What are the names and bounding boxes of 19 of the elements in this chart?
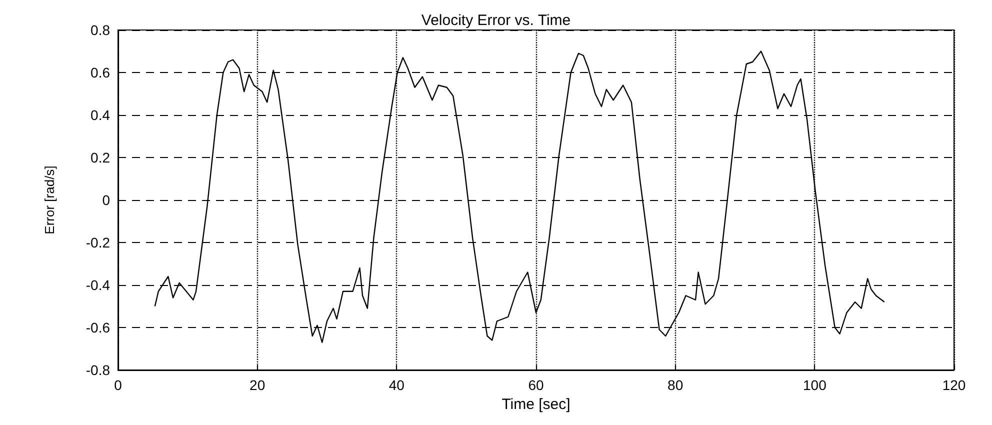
x-tick-label: 0	[114, 377, 122, 393]
y-tick-label: -0.6	[86, 320, 110, 336]
x-tick-label: 120	[942, 377, 966, 393]
y-tick-label: 0.8	[90, 22, 110, 38]
x-tick-label: 20	[250, 377, 266, 393]
y-tick-label: -0.4	[86, 277, 110, 293]
x-tick-label: 80	[668, 377, 684, 393]
chart-title: Velocity Error vs. Time	[421, 12, 571, 29]
x-tick-label: 100	[802, 377, 827, 393]
x-tick-label: 40	[388, 377, 405, 393]
y-tick-label: 0.2	[90, 150, 110, 166]
y-tick-label: -0.8	[86, 362, 110, 378]
y-axis-title: Error [rad/s]	[42, 166, 57, 234]
y-tick-label: 0.6	[90, 64, 110, 80]
y-tick-label: -0.2	[86, 234, 110, 250]
x-tick-label: 60	[528, 377, 544, 393]
y-tick-label: 0.4	[90, 107, 110, 123]
y-tick-label: 0	[102, 192, 110, 208]
x-axis-title: Time [sec]	[502, 396, 570, 413]
